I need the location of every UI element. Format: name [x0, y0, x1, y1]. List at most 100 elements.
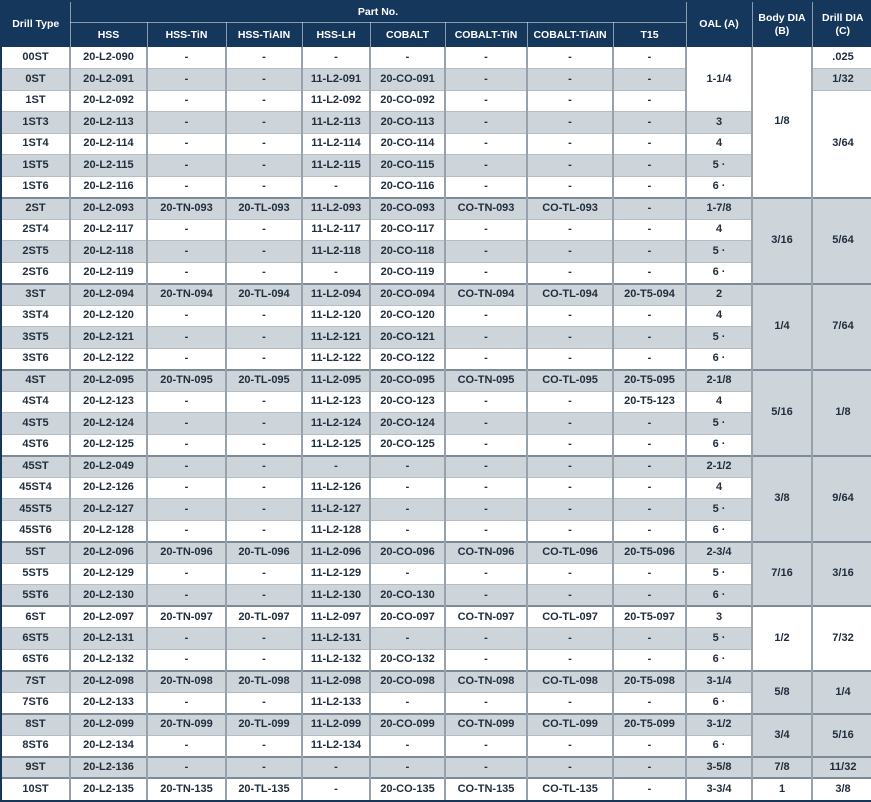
body-dia-cell: 1 — [751, 777, 813, 800]
part-no-cell: - — [444, 68, 527, 90]
subcol-header-t15: T15 — [612, 22, 687, 47]
part-no-cell: - — [444, 154, 527, 176]
oal-cell: 6 · — [685, 261, 753, 284]
body-dia-cell: 1/8 — [751, 47, 813, 198]
part-no-cell: - — [526, 433, 613, 456]
part-no-cell: - — [526, 47, 613, 69]
subcol-header-hss-tiain: HSS-TiAIN — [225, 22, 302, 47]
part-no-cell: CO-TN-093 — [444, 196, 527, 219]
part-no-cell: - — [611, 476, 687, 499]
part-no-cell: 20-L2-120 — [69, 304, 147, 327]
drill-dia-header: Drill DIA (C) — [811, 2, 871, 47]
drill-dia-cell: 11/32 — [811, 755, 871, 778]
drill-type-cell: 2ST5 — [2, 240, 70, 262]
table-row: 2ST6 20-L2-119- - -20-CO-119- - -6 · — [2, 261, 871, 284]
drill-dia-cell: 1/32 — [811, 68, 871, 90]
oal-cell: 5 · — [685, 562, 753, 585]
table-row: 1ST3 20-L2-113- -11-L2-113 20-CO-113- - -3 — [2, 111, 871, 133]
oal-cell: 6 · — [685, 433, 753, 456]
part-no-cell: - — [301, 175, 370, 198]
drill-type-cell: 6ST — [2, 605, 70, 628]
part-no-cell: - — [526, 68, 613, 90]
body-dia-cell: 7/8 — [751, 755, 813, 778]
part-no-cell: - — [611, 584, 687, 606]
part-no-cell: - — [611, 261, 687, 284]
part-no-cell: - — [526, 755, 613, 778]
part-no-cell: 11-L2-133 — [301, 691, 370, 714]
part-no-cell: CO-TN-094 — [444, 282, 527, 305]
part-no-cell: - — [526, 627, 613, 649]
oal-cell: 6 · — [685, 347, 753, 370]
part-no-cell: 11-L2-125 — [301, 433, 370, 456]
part-no-cell: - — [146, 47, 226, 69]
part-no-cell: 11-L2-128 — [301, 519, 370, 542]
part-no-cell: - — [369, 627, 445, 649]
drill-type-cell: 4ST4 — [2, 390, 70, 413]
table-row: 2ST5 20-L2-118- -11-L2-118 20-CO-118- - -5 · — [2, 240, 871, 262]
part-no-cell: 20-TN-095 — [146, 368, 226, 391]
part-no-cell: - — [526, 476, 613, 499]
oal-cell: 6 · — [685, 648, 753, 671]
part-no-cell: - — [444, 261, 527, 284]
table-row: 2ST 20-L2-093 20-TN-093 20-TL-093 11-L2-093 2… — [2, 196, 871, 284]
part-no-cell: 20-TN-094 — [146, 282, 226, 305]
part-no-cell: - — [301, 47, 370, 69]
part-no-cell: - — [301, 261, 370, 284]
part-no-cell: - — [444, 412, 527, 434]
part-no-cell: - — [611, 412, 687, 434]
table-row: 45ST6 20-L2-128- -11-L2-128- - - -6 · — [2, 519, 871, 542]
part-no-cell: 11-L2-131 — [301, 627, 370, 649]
part-no-cell: - — [146, 412, 226, 434]
part-no-cell: 20-L2-129 — [69, 562, 147, 585]
part-no-cell: - — [146, 433, 226, 456]
part-no-cell: - — [611, 627, 687, 649]
part-no-cell: - — [444, 454, 527, 477]
part-no-cell: CO-TL-094 — [526, 282, 613, 305]
drill-type-cell: 9ST — [2, 755, 70, 778]
drill-type-cell: 5ST5 — [2, 562, 70, 585]
part-no-cell: - — [526, 454, 613, 477]
part-no-cell: 20-L2-130 — [69, 584, 147, 606]
part-no-cell: - — [225, 476, 302, 499]
part-no-cell: - — [526, 154, 613, 176]
part-no-cell: 20-TL-093 — [225, 196, 302, 219]
part-no-cell: 20-TN-096 — [146, 540, 226, 563]
drill-type-cell: 4ST — [2, 368, 70, 391]
part-no-cell: - — [225, 347, 302, 370]
part-no-cell: - — [444, 755, 527, 778]
oal-cell: 4 — [685, 132, 753, 155]
part-no-cell: - — [225, 132, 302, 155]
part-no-cell: 11-L2-121 — [301, 326, 370, 348]
table-row: 3ST4 20-L2-120- -11-L2-120 20-CO-120- - -4 — [2, 304, 871, 327]
part-no-cell: - — [526, 111, 613, 133]
part-no-cell: 20-CO-121 — [369, 326, 445, 348]
part-no-cell: 11-L2-120 — [301, 304, 370, 327]
part-no-cell: 20-L2-136 — [69, 755, 147, 778]
part-no-cell: 20-CO-123 — [369, 390, 445, 413]
part-no-cell: 20-CO-095 — [369, 368, 445, 391]
drill-type-header: Drill Type — [2, 2, 70, 47]
oal-header: OAL (A) — [685, 2, 753, 47]
part-no-cell: - — [444, 476, 527, 499]
part-no-cell: - — [611, 734, 687, 757]
header-row-subcols: HSS HSS-TiN HSS-TiAIN HSS-LH COBALT COBA… — [2, 22, 871, 47]
part-no-cell: - — [611, 519, 687, 542]
oal-cell: 4 — [685, 218, 753, 241]
part-no-cell: - — [611, 89, 687, 112]
drill-type-cell: 0ST — [2, 68, 70, 90]
part-no-cell: - — [611, 433, 687, 456]
part-no-cell: - — [225, 498, 302, 520]
part-no-cell: 20-T5-099 — [611, 712, 687, 735]
part-no-cell: - — [611, 498, 687, 520]
drill-type-cell: 4ST6 — [2, 433, 70, 456]
part-no-cell: - — [146, 218, 226, 241]
part-no-cell: 20-L2-133 — [69, 691, 147, 714]
part-no-cell: - — [146, 89, 226, 112]
part-no-cell: - — [369, 454, 445, 477]
table-row: 8ST 20-L2-099 20-TN-099 20-TL-099 11-L2-099 2… — [2, 712, 871, 757]
drill-type-cell: 45ST — [2, 454, 70, 477]
oal-cell: 2-1/8 — [685, 368, 753, 391]
part-no-cell: - — [526, 218, 613, 241]
oal-cell: 5 · — [685, 627, 753, 649]
